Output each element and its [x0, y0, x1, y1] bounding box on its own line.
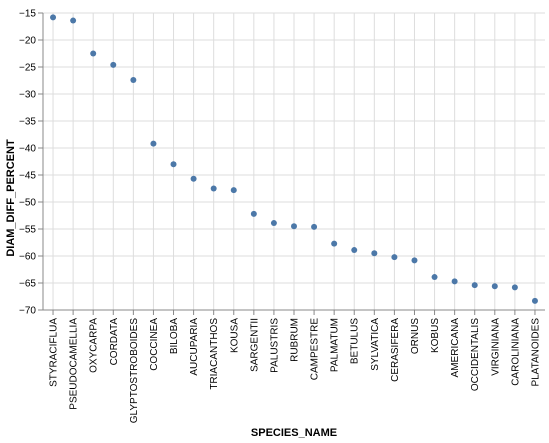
x-axis: STYRACIFLUA PSEUDOCAMELLIA OXYCARPA CORDATA…	[43, 309, 545, 424]
data-point	[110, 61, 117, 68]
y-tick-label: −40	[19, 144, 36, 155]
data-point	[170, 161, 177, 168]
y-axis-title: DIAM_DIFF_PERCENT	[5, 139, 17, 257]
data-point	[270, 220, 277, 227]
y-tick-label: −60	[19, 252, 36, 263]
y-tick-label: −45	[19, 171, 36, 182]
data-point	[150, 140, 157, 147]
data-point	[210, 185, 217, 192]
x-tick-label: SARGENTII	[249, 318, 260, 372]
y-tick-label: −15	[19, 9, 36, 20]
x-tick-label: PSEUDOCAMELLIA	[69, 318, 80, 410]
data-point	[351, 247, 358, 254]
x-tick-label: OXYCARPA	[89, 318, 100, 373]
x-tick-label: KOBUS	[430, 318, 441, 353]
data-point	[50, 14, 57, 21]
data-point	[331, 240, 338, 247]
data-point	[451, 278, 458, 285]
x-tick-label: AMERICANA	[450, 318, 461, 378]
data-point	[471, 282, 478, 289]
data-point	[431, 274, 438, 281]
x-tick-label: CORDATA	[109, 318, 120, 366]
x-tick-label: STYRACIFLUA	[49, 318, 60, 387]
gridlines	[43, 12, 545, 311]
x-tick-label: BILOBA	[169, 318, 180, 354]
x-tick-label: PALUSTRIS	[269, 318, 280, 373]
x-tick-label: PLATANOIDES	[530, 318, 541, 387]
data-points	[50, 14, 538, 304]
y-axis: −15 −20 −25 −30 −35 −40 −45 −50 −55 −60 −65 −70	[19, 9, 44, 317]
x-tick-label: OCCIDENTALIS	[470, 318, 481, 391]
y-tick-label: −20	[19, 36, 36, 47]
data-point	[130, 76, 137, 83]
y-tick-label: −50	[19, 198, 36, 209]
x-tick-label: CAMPESTRE	[310, 318, 321, 381]
x-tick-label: VIRGINIANA	[490, 318, 501, 376]
x-tick-label: SYLVATICA	[370, 318, 381, 371]
data-point	[90, 50, 97, 57]
x-tick-label: AUCUPARIA	[189, 318, 200, 376]
data-point	[371, 250, 378, 257]
data-point	[70, 17, 77, 24]
data-point	[411, 257, 418, 264]
data-point	[391, 254, 398, 261]
y-tick-label: −70	[19, 306, 36, 317]
x-tick-label: PALMATUM	[330, 318, 341, 372]
data-point	[531, 297, 538, 304]
data-point	[230, 187, 237, 194]
data-point	[311, 223, 318, 230]
y-tick-label: −30	[19, 90, 36, 101]
x-axis-title: SPECIES_NAME	[251, 427, 337, 439]
x-tick-label: BETULUS	[350, 318, 361, 364]
data-point	[491, 283, 498, 290]
x-tick-label: KOUSA	[229, 318, 240, 353]
y-tick-label: −25	[19, 63, 36, 74]
data-point	[511, 284, 518, 291]
data-point	[190, 175, 197, 182]
y-tick-label: −65	[19, 279, 36, 290]
data-point	[291, 223, 297, 230]
x-tick-label: GLYPTOSTROBOIDES	[129, 318, 140, 424]
y-tick-label: −35	[19, 117, 36, 128]
x-tick-label: RUBRUM	[290, 318, 301, 362]
x-tick-label: COCCINEA	[149, 318, 160, 371]
y-tick-label: −55	[19, 225, 36, 236]
x-tick-label: TRIACANTHOS	[209, 318, 220, 390]
x-tick-label: ORNUS	[410, 318, 421, 354]
data-point	[250, 210, 257, 217]
x-tick-label: CAROLINIANA	[510, 318, 521, 386]
x-tick-label: CERASIFERA	[390, 318, 401, 382]
